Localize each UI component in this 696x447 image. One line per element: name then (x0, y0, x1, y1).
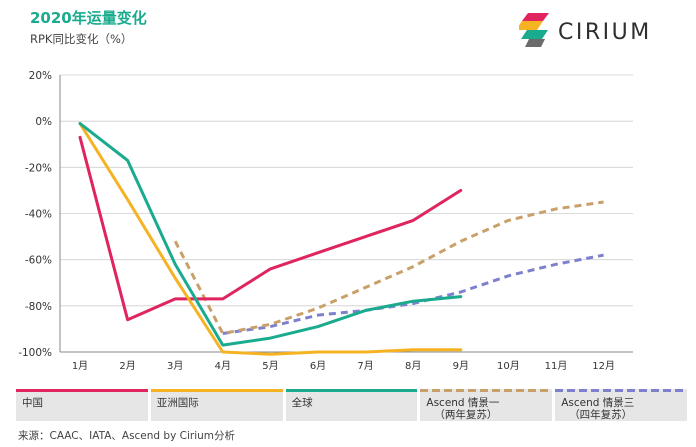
series-line-3 (173, 200, 604, 335)
y-tick-label: -40% (25, 209, 52, 221)
legend-label-scenario-three: Ascend 情景三 （四年复苏） (561, 397, 634, 421)
legend-item-global: 全球 (285, 389, 418, 421)
x-tick-label: 12月 (592, 360, 615, 372)
legend-item-china: 中国 (16, 389, 148, 421)
x-tick-label: 1月 (72, 360, 88, 372)
source-note: 来源：CAAC、IATA、Ascend by Cirium分析 (18, 430, 236, 442)
legend-label-china: 中国 (22, 397, 43, 409)
cirium-logo-icon (519, 13, 549, 47)
y-tick-label: 20% (29, 70, 52, 82)
chart-subtitle: RPK同比变化（%） (30, 32, 133, 46)
y-tick-label: -80% (25, 301, 52, 313)
line-chart: -100% -80% -60% -40% -20% 0% 20% 1月 2月 3月 4月 5月 6月 7月… (18, 70, 633, 372)
series-line-1 (78, 122, 463, 356)
cirium-logo-text: CIRIUM (558, 20, 652, 45)
x-tick-label: 5月 (262, 360, 278, 372)
legend-label-scenario-three-name: Ascend 情景三 (561, 397, 635, 409)
legend-label-scenario-three-sub: （四年复苏） (569, 409, 633, 421)
x-tick-label: 7月 (357, 360, 373, 372)
x-tick-label: 8月 (405, 360, 421, 372)
legend-swatch-scenario-one (420, 389, 553, 392)
chart-title: 2020年运量变化 (30, 9, 147, 27)
series-line-4 (222, 253, 604, 335)
x-tick-label: 11月 (545, 360, 568, 372)
legend-swatch-scenario-three (555, 389, 687, 392)
y-tick-label: -20% (25, 162, 52, 174)
legend-swatch-asia-intl (150, 389, 283, 392)
legend-label-scenario-one: Ascend 情景一 （两年复苏） (426, 397, 499, 421)
x-tick-label: 10月 (497, 360, 520, 372)
legend-swatch-china (16, 389, 148, 392)
legend-swatch-global (285, 389, 418, 392)
chart-axes: -100% -80% -60% -40% -20% 0% 20% 1月 2月 3月 4月 5月 6月 7月… (18, 70, 615, 372)
legend-item-scenario-three: Ascend 情景三 （四年复苏） (555, 389, 687, 421)
chart-series (78, 122, 604, 356)
y-tick-label: 0% (35, 116, 52, 128)
legend-label-scenario-one-name: Ascend 情景一 (426, 397, 500, 409)
x-tick-label: 2月 (119, 360, 135, 372)
y-tick-label: -60% (25, 255, 52, 267)
chart-legend: 中国 亚洲国际 全球 Ascend 情景一 （两年复苏） Ascend 情景三 … (16, 389, 687, 421)
x-tick-label: 6月 (310, 360, 326, 372)
x-tick-label: 9月 (453, 360, 469, 372)
series-line-0 (78, 135, 463, 322)
x-tick-label: 3月 (167, 360, 183, 372)
legend-label-global: 全球 (291, 397, 313, 409)
series-line-2 (78, 122, 463, 347)
legend-item-asia-intl: 亚洲国际 (150, 389, 283, 421)
legend-item-scenario-one: Ascend 情景一 （两年复苏） (420, 389, 553, 421)
legend-label-scenario-one-sub: （两年复苏） (434, 409, 498, 421)
y-tick-label: -100% (18, 347, 52, 359)
x-tick-label: 4月 (215, 360, 231, 372)
legend-label-asia-intl: 亚洲国际 (156, 397, 199, 409)
